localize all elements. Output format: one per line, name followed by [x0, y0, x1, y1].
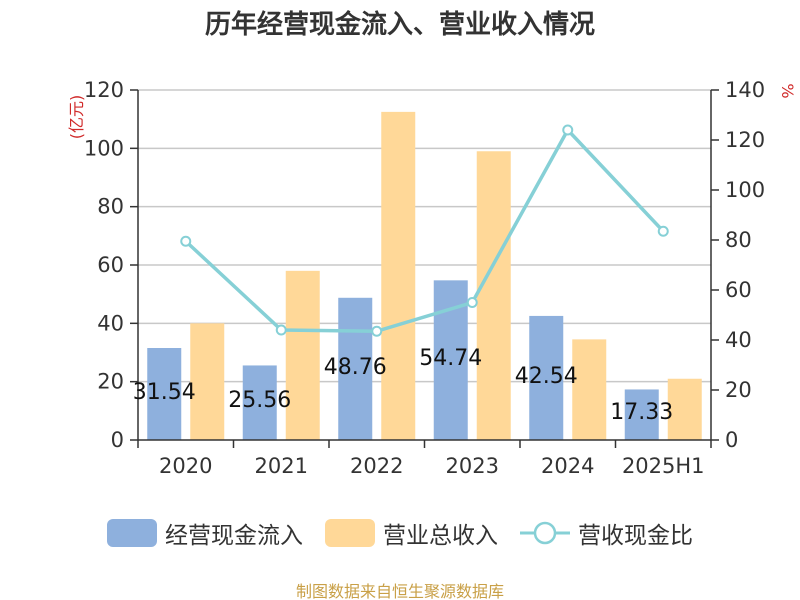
data-label-cash-inflow-2021: 25.56	[228, 388, 291, 413]
bar-revenue-2025H1	[667, 378, 702, 440]
bar-revenue-2022	[381, 111, 416, 440]
data-label-cash-inflow-2023: 54.74	[419, 346, 482, 371]
y-left-unit: (亿元)	[67, 95, 86, 140]
axes: 0 20 40 60 80 100 120 0 20 40 60 80 100 120 140 2020 202…	[67, 78, 797, 478]
legend-item-ratio[interactable]: 营收现金比	[520, 516, 693, 550]
bar-revenue-2023	[476, 151, 511, 440]
ratio-point-2021	[275, 324, 287, 336]
y-left-tick-label: 20	[97, 370, 124, 394]
source-note: 制图数据来自恒生聚源数据库	[295, 582, 504, 600]
data-label-cash-inflow-2020: 31.54	[133, 380, 196, 405]
legend-swatch-ratio	[520, 521, 570, 545]
y-right-tick-label: 100	[725, 178, 765, 202]
data-labels: 31.54 25.56 48.76 54.74 42.54 17.33	[133, 346, 673, 425]
legend-swatch-revenue	[325, 519, 375, 547]
ratio-line-path	[184, 127, 665, 334]
y-left-tick-label: 60	[97, 253, 124, 277]
y-left-tick-label: 120	[84, 78, 124, 102]
ratio-point-2020	[180, 235, 192, 247]
x-tick-label-2022: 2022	[350, 454, 403, 478]
legend-item-cash-inflow[interactable]: 经营现金流入	[107, 516, 303, 550]
legend-label-cash-inflow: 经营现金流入	[165, 523, 303, 549]
y-left-tick-label: 0	[111, 428, 124, 452]
y-right-tick-label: 20	[725, 378, 752, 402]
bar-revenue-2021	[285, 270, 320, 440]
y-right-tick-label: 140	[725, 78, 765, 102]
bar-cash-inflow-2022	[338, 297, 373, 440]
ratio-line	[180, 124, 669, 337]
chart-title: 历年经营现金流入、营业收入情况	[204, 10, 595, 40]
bar-cash-inflow-2025H1	[624, 389, 659, 440]
x-tick-label-2025H1: 2025H1	[622, 454, 705, 478]
y-right-unit: %	[778, 83, 797, 98]
x-tick-label-2023: 2023	[446, 454, 499, 478]
y-left-tick-label: 100	[84, 136, 124, 160]
ratio-point-2022	[371, 325, 383, 337]
x-tick-label-2021: 2021	[255, 454, 308, 478]
bar-cash-inflow-2020	[147, 348, 182, 440]
legend-swatch-cash-inflow	[107, 519, 157, 547]
legend-item-revenue[interactable]: 营业总收入	[325, 516, 498, 550]
bars	[147, 111, 702, 440]
x-tick-label-2024: 2024	[541, 454, 594, 478]
y-left-tick-label: 40	[97, 311, 124, 335]
legend: 经营现金流入 营业总收入 营收现金比	[0, 516, 800, 550]
y-right-tick-label: 40	[725, 328, 752, 352]
x-tick-label-2020: 2020	[159, 454, 212, 478]
data-label-cash-inflow-2025H1: 17.33	[610, 400, 673, 425]
ratio-point-2025H1	[657, 225, 669, 237]
ratio-point-2024	[562, 124, 574, 136]
grid-lines	[138, 89, 711, 383]
data-label-cash-inflow-2022: 48.76	[324, 355, 387, 380]
y-right-tick-label: 120	[725, 128, 765, 152]
legend-label-ratio: 营收现金比	[578, 523, 693, 549]
legend-label-revenue: 营业总收入	[383, 523, 498, 549]
ratio-point-2023	[466, 297, 478, 308]
y-right-tick-label: 80	[725, 228, 752, 252]
bar-cash-inflow-2024	[529, 315, 564, 440]
bar-revenue-2024	[572, 339, 607, 440]
bar-revenue-2020	[190, 323, 225, 440]
bar-cash-inflow-2021	[242, 365, 277, 440]
y-right-tick-label: 60	[725, 278, 752, 302]
y-left-tick-label: 80	[97, 195, 124, 219]
y-right-tick-label: 0	[725, 428, 738, 452]
data-label-cash-inflow-2024: 42.54	[515, 364, 578, 389]
